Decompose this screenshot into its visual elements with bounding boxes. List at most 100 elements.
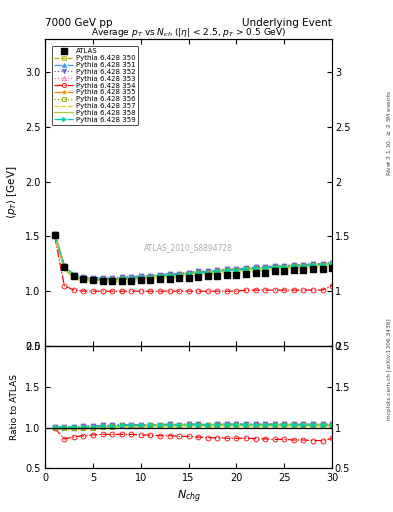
Pythia 6.428 355 (282, 264, 286, 270)
Pythia 6.428 357 (52, 232, 57, 239)
Pythia 6.428 352 (310, 261, 315, 267)
Pythia 6.428 355 (186, 270, 191, 276)
Pythia 6.428 356 (272, 264, 277, 270)
Pythia 6.428 350 (158, 273, 162, 279)
Pythia 6.428 358 (234, 267, 239, 273)
Pythia 6.428 350 (177, 272, 182, 278)
Pythia 6.428 355 (263, 265, 268, 271)
Pythia 6.428 353 (100, 276, 105, 282)
Pythia 6.428 354 (177, 288, 182, 294)
Pythia 6.428 352 (186, 269, 191, 275)
Pythia 6.428 355 (81, 275, 86, 281)
Pythia 6.428 357 (186, 270, 191, 276)
ATLAS (110, 278, 114, 284)
Pythia 6.428 352 (52, 231, 57, 238)
Pythia 6.428 358 (158, 273, 162, 279)
Pythia 6.428 355 (244, 266, 248, 272)
Pythia 6.428 351 (234, 266, 239, 272)
Pythia 6.428 352 (196, 268, 200, 274)
Pythia 6.428 351 (320, 261, 325, 267)
Pythia 6.428 350 (320, 262, 325, 268)
Pythia 6.428 352 (62, 263, 67, 269)
Pythia 6.428 353 (206, 269, 210, 275)
Legend: ATLAS, Pythia 6.428 350, Pythia 6.428 351, Pythia 6.428 352, Pythia 6.428 353, P: ATLAS, Pythia 6.428 350, Pythia 6.428 35… (51, 46, 138, 125)
Pythia 6.428 357 (253, 266, 258, 272)
Pythia 6.428 353 (196, 269, 200, 275)
Pythia 6.428 352 (158, 272, 162, 278)
Pythia 6.428 351 (196, 268, 200, 274)
Pythia 6.428 353 (310, 262, 315, 268)
Pythia 6.428 353 (215, 268, 220, 274)
Pythia 6.428 355 (330, 261, 334, 267)
Pythia 6.428 351 (186, 269, 191, 275)
Pythia 6.428 351 (81, 274, 86, 280)
Pythia 6.428 350 (52, 232, 57, 239)
Line: Pythia 6.428 353: Pythia 6.428 353 (52, 232, 334, 282)
Pythia 6.428 354 (320, 287, 325, 293)
Pythia 6.428 353 (91, 276, 95, 282)
Pythia 6.428 353 (72, 273, 76, 279)
Pythia 6.428 355 (224, 267, 229, 273)
Pythia 6.428 356 (310, 262, 315, 268)
Pythia 6.428 355 (72, 273, 76, 279)
Pythia 6.428 354 (52, 233, 57, 240)
Pythia 6.428 357 (215, 268, 220, 274)
Pythia 6.428 355 (148, 274, 153, 280)
Pythia 6.428 355 (253, 265, 258, 271)
Pythia 6.428 356 (110, 277, 114, 283)
Pythia 6.428 353 (263, 265, 268, 271)
Pythia 6.428 351 (215, 267, 220, 273)
Pythia 6.428 359 (234, 267, 239, 273)
ATLAS (215, 273, 220, 279)
Pythia 6.428 352 (167, 270, 172, 276)
Pythia 6.428 357 (282, 264, 286, 270)
Pythia 6.428 350 (81, 276, 86, 282)
ATLAS (167, 276, 172, 282)
Pythia 6.428 359 (81, 275, 86, 281)
Pythia 6.428 352 (244, 265, 248, 271)
Pythia 6.428 351 (282, 263, 286, 269)
Pythia 6.428 352 (215, 267, 220, 273)
Pythia 6.428 353 (81, 275, 86, 281)
Pythia 6.428 351 (91, 275, 95, 281)
Pythia 6.428 355 (100, 276, 105, 282)
Pythia 6.428 354 (158, 288, 162, 294)
Pythia 6.428 356 (301, 263, 306, 269)
Pythia 6.428 358 (167, 273, 172, 279)
Pythia 6.428 358 (330, 261, 334, 267)
Pythia 6.428 357 (301, 263, 306, 269)
Pythia 6.428 352 (224, 266, 229, 272)
Pythia 6.428 358 (310, 262, 315, 268)
Pythia 6.428 350 (206, 269, 210, 275)
Pythia 6.428 355 (310, 262, 315, 268)
Pythia 6.428 353 (253, 265, 258, 271)
Pythia 6.428 359 (320, 262, 325, 268)
Pythia 6.428 355 (206, 269, 210, 275)
ATLAS (263, 269, 268, 275)
Pythia 6.428 350 (186, 270, 191, 276)
Pythia 6.428 350 (110, 277, 114, 283)
Pythia 6.428 355 (110, 276, 114, 282)
Pythia 6.428 356 (119, 276, 124, 282)
Pythia 6.428 356 (167, 273, 172, 279)
Pythia 6.428 357 (148, 274, 153, 280)
Pythia 6.428 356 (330, 261, 334, 267)
Pythia 6.428 352 (177, 270, 182, 276)
Pythia 6.428 351 (100, 275, 105, 281)
Pythia 6.428 353 (292, 263, 296, 269)
Pythia 6.428 352 (119, 274, 124, 280)
Pythia 6.428 354 (62, 283, 67, 289)
Pythia 6.428 353 (224, 267, 229, 273)
Pythia 6.428 355 (177, 272, 182, 278)
Pythia 6.428 351 (272, 263, 277, 269)
Pythia 6.428 356 (72, 274, 76, 280)
Pythia 6.428 358 (81, 276, 86, 282)
Pythia 6.428 357 (272, 264, 277, 270)
Pythia 6.428 358 (62, 264, 67, 270)
Pythia 6.428 356 (292, 263, 296, 269)
Pythia 6.428 358 (292, 263, 296, 269)
Pythia 6.428 356 (186, 270, 191, 276)
Pythia 6.428 355 (62, 264, 67, 270)
Pythia 6.428 351 (263, 264, 268, 270)
Pythia 6.428 352 (234, 266, 239, 272)
